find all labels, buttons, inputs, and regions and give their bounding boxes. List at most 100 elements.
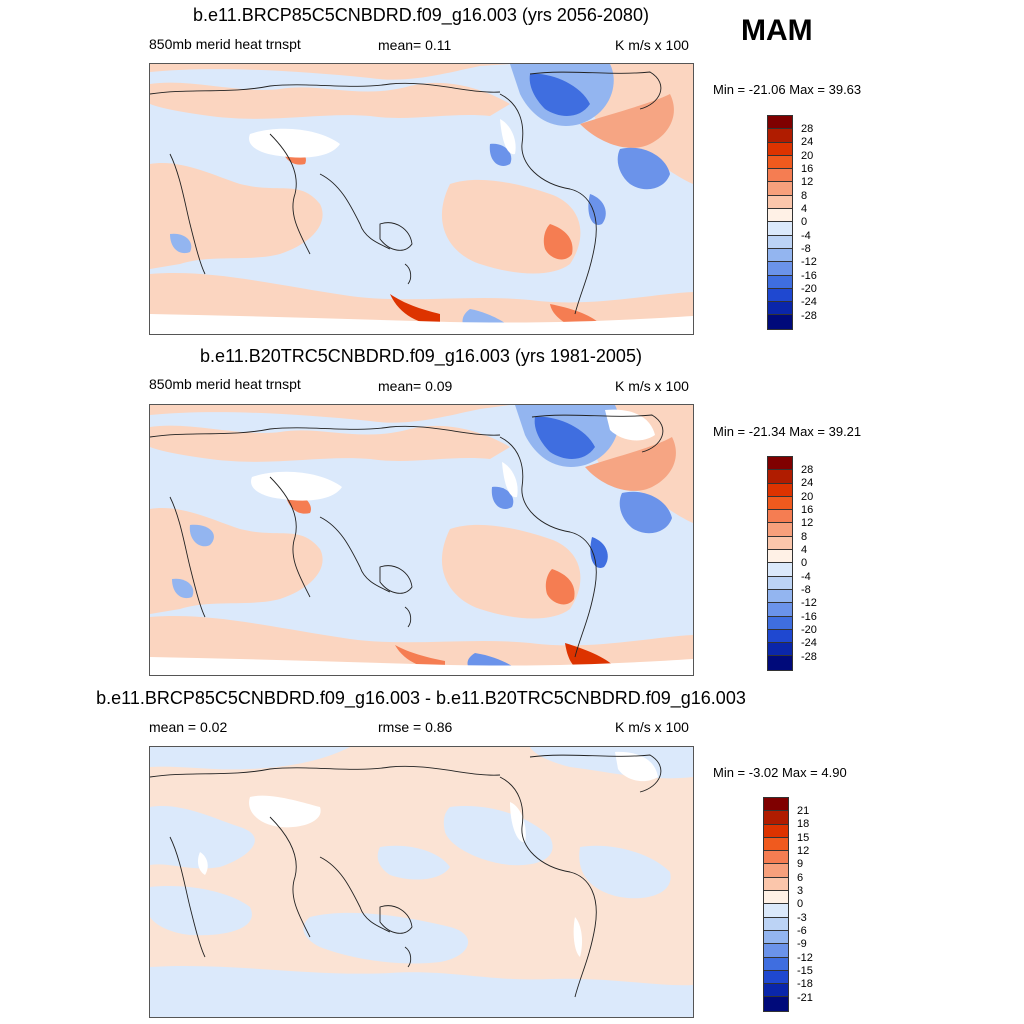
colorbar-tick-label: 12: [797, 845, 810, 857]
panel-2-title: b.e11.B20TRC5CNBDRD.f09_g16.003 (yrs 198…: [200, 346, 642, 366]
colorbar-swatch: [764, 877, 788, 892]
colorbar-tick-label: -8: [801, 584, 811, 596]
colorbar-swatch: [764, 904, 788, 918]
colorbar-swatch: [768, 209, 792, 223]
colorbar-tick-label: 4: [801, 544, 808, 556]
panel-3-rmse-label: rmse = 0.86: [378, 719, 453, 735]
colorbar-tick-label: 0: [797, 898, 804, 910]
colorbar-swatch: [764, 997, 788, 1011]
colorbar-swatch: [768, 457, 792, 471]
colorbar-tick-label: -3: [797, 912, 807, 924]
panel-3-map-field: [150, 747, 693, 1017]
colorbar-tick-label: -24: [801, 296, 817, 308]
colorbar-swatch: [764, 851, 788, 865]
colorbar-tick-label: 20: [801, 150, 814, 162]
colorbar-swatch: [768, 129, 792, 143]
colorbar-tick-label: -12: [797, 952, 813, 964]
panel-3-title: b.e11.BRCP85C5CNBDRD.f09_g16.003 - b.e11…: [96, 688, 746, 708]
panel-3-map: [149, 746, 694, 1018]
colorbar-tick-label: -16: [801, 270, 817, 282]
colorbar-tick-label: -15: [797, 965, 813, 977]
colorbar-swatch: [768, 235, 792, 249]
colorbar-swatch: [768, 576, 792, 590]
colorbar-tick-label: -20: [801, 624, 817, 636]
colorbar-swatch: [764, 944, 788, 958]
colorbar-swatch: [768, 116, 792, 130]
colorbar-swatch: [768, 483, 792, 497]
colorbar-swatch: [768, 169, 792, 183]
colorbar-tick-label: 24: [801, 136, 814, 148]
panel-3-mean-label: mean = 0.02: [149, 719, 228, 735]
colorbar-tick-label: -18: [797, 978, 813, 990]
colorbar-swatch: [768, 616, 792, 630]
colorbar-tick-label: 0: [801, 216, 808, 228]
colorbar-tick-label: 24: [801, 477, 814, 489]
colorbar-swatch: [768, 195, 792, 210]
colorbar-swatch: [764, 930, 788, 945]
panel-1-variable-label: 850mb merid heat trnspt: [149, 36, 301, 52]
colorbar-swatch: [768, 496, 792, 511]
colorbar-tick-label: -12: [801, 256, 817, 268]
colorbar-swatch: [768, 629, 792, 644]
panel-2-variable-label: 850mb merid heat trnspt: [149, 376, 301, 392]
colorbar-swatch: [768, 288, 792, 303]
colorbar-swatch: [768, 222, 792, 236]
panel-3-minmax: Min = -3.02 Max = 4.90: [713, 765, 847, 780]
colorbar-tick-label: -4: [801, 571, 811, 583]
panel-1-mean-label: mean= 0.11: [378, 37, 452, 53]
colorbar-swatch: [768, 656, 792, 670]
colorbar-swatch: [768, 510, 792, 524]
colorbar-tick-label: -4: [801, 230, 811, 242]
colorbar-tick-label: 4: [801, 203, 808, 215]
colorbar-swatch: [764, 917, 788, 931]
colorbar-swatch: [768, 563, 792, 577]
colorbar-swatch: [768, 155, 792, 170]
colorbar-swatch: [768, 275, 792, 289]
colorbar-swatch: [768, 643, 792, 657]
colorbar-tick-label: 15: [797, 832, 810, 844]
colorbar-tick-label: 18: [797, 818, 810, 830]
colorbar-tick-label: -24: [801, 637, 817, 649]
season-label: MAM: [741, 14, 813, 47]
colorbar-swatch: [768, 315, 792, 329]
panel-2-units-label: K m/s x 100: [615, 378, 689, 394]
colorbar-swatch: [768, 550, 792, 564]
colorbar-swatch: [768, 302, 792, 316]
colorbar-swatch: [764, 811, 788, 825]
colorbar-swatch: [764, 798, 788, 812]
colorbar-tick-label: 0: [801, 557, 808, 569]
colorbar-tick-label: -16: [801, 611, 817, 623]
colorbar-tick-label: 28: [801, 464, 814, 476]
colorbar-tick-label: 16: [801, 163, 814, 175]
colorbar-tick-label: 28: [801, 123, 814, 135]
colorbar-swatch: [768, 603, 792, 617]
colorbar-swatch: [768, 142, 792, 156]
colorbar-tick-label: -28: [801, 651, 817, 663]
panel-1-units-label: K m/s x 100: [615, 37, 689, 53]
colorbar-tick-label: 3: [797, 885, 804, 897]
colorbar-tick-label: -20: [801, 283, 817, 295]
colorbar-tick-label: 8: [801, 531, 808, 543]
panel-1-colorbar: [767, 115, 793, 330]
colorbar-swatch: [768, 523, 792, 537]
panel-1-minmax: Min = -21.06 Max = 39.63: [713, 82, 862, 97]
colorbar-swatch: [764, 970, 788, 985]
colorbar-tick-label: 9: [797, 858, 804, 870]
colorbar-swatch: [768, 182, 792, 196]
colorbar-tick-label: 12: [801, 176, 814, 188]
colorbar-swatch: [768, 589, 792, 604]
panel-2-colorbar: [767, 456, 793, 671]
panel-1-title: b.e11.BRCP85C5CNBDRD.f09_g16.003 (yrs 20…: [193, 5, 649, 25]
colorbar-tick-label: -21: [797, 992, 813, 1004]
colorbar-tick-label: 16: [801, 504, 814, 516]
panel-1-map: [149, 63, 694, 335]
colorbar-swatch: [768, 262, 792, 276]
panel-2-map: [149, 404, 694, 676]
panel-2-mean-label: mean= 0.09: [378, 378, 453, 394]
colorbar-swatch: [768, 248, 792, 263]
colorbar-tick-label: -28: [801, 310, 817, 322]
colorbar-swatch: [768, 536, 792, 551]
colorbar-tick-label: -9: [797, 938, 807, 950]
colorbar-swatch: [764, 837, 788, 852]
colorbar-swatch: [764, 891, 788, 905]
